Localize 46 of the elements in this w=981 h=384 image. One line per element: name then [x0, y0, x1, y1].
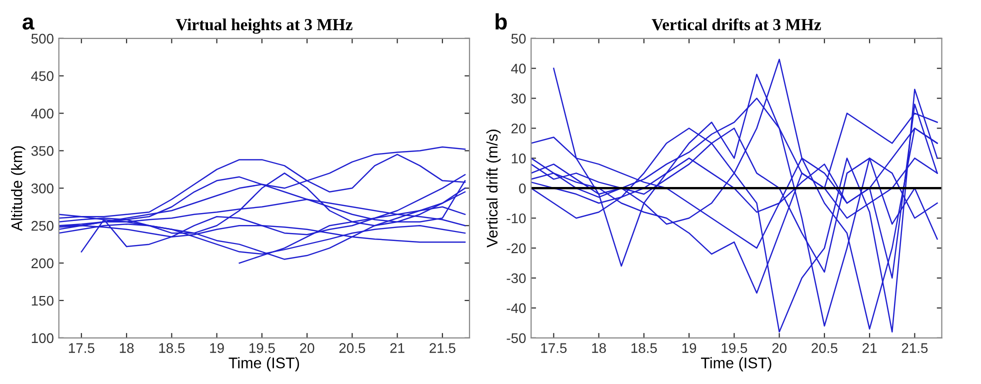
- y-tick-label: 300: [31, 183, 54, 194]
- text: a: [22, 17, 34, 30]
- y-tick-label: 400: [31, 108, 54, 118]
- y-tick-label: 250: [32, 220, 54, 231]
- y-tick-label: 150: [32, 296, 54, 306]
- x-tick-label: 21: [390, 343, 404, 353]
- y-tick-label: -40: [506, 303, 526, 314]
- x-axis-title: Time (IST): [701, 357, 772, 372]
- y-tick-label: 500: [31, 34, 54, 44]
- y-tick-label: -20: [506, 243, 526, 254]
- x-tick-label: 19.5: [249, 343, 275, 353]
- x-tick-label: 19: [210, 343, 224, 353]
- x-tick-label: 20.5: [339, 343, 366, 353]
- y-tick-label: 10: [512, 154, 526, 164]
- text: b: [496, 13, 507, 30]
- x-tick-label: 20: [772, 343, 786, 353]
- x-tick-label: 21: [862, 343, 877, 353]
- y-axis-title: Vertical drift (m/s): [486, 130, 501, 248]
- y-tick-label: 20: [512, 124, 526, 134]
- y-tick-label: 100: [32, 333, 54, 344]
- y-tick-label: 0: [519, 183, 526, 194]
- x-tick-label: 18.5: [631, 343, 657, 353]
- x-tick-label: 18: [120, 343, 134, 353]
- y-tick-label: 30: [511, 94, 526, 104]
- y-tick-label: 350: [31, 146, 54, 156]
- y-tick-label: -50: [506, 333, 526, 344]
- y-tick-label: -10: [506, 213, 526, 224]
- x-tick-label: 18: [592, 343, 606, 353]
- x-tick-label: 17.5: [68, 343, 94, 353]
- x-tick-label: 17.5: [541, 343, 567, 353]
- chart-title: Vertical drifts at 3 MHz: [652, 18, 821, 30]
- x-tick-label: 18.5: [159, 343, 185, 353]
- x-axis-title: Time (IST): [228, 357, 300, 372]
- x-tick-label: 21.5: [902, 343, 928, 353]
- chart-title: Virtual heights at 3 MHz: [176, 18, 352, 34]
- x-tick-label: 21.5: [430, 343, 456, 353]
- y-tick-label: -30: [506, 273, 526, 284]
- y-tick-label: 50: [511, 34, 526, 44]
- y-tick-label: 200: [32, 258, 54, 268]
- x-tick-label: 19: [682, 343, 696, 353]
- y-tick-label: 40: [511, 64, 526, 74]
- x-tick-label: 20: [300, 343, 314, 353]
- x-tick-label: 19.5: [722, 343, 748, 353]
- y-tick-label: 450: [31, 71, 54, 82]
- y-axis-title: Altitude (km): [11, 146, 26, 231]
- x-tick-label: 20.5: [812, 343, 838, 353]
